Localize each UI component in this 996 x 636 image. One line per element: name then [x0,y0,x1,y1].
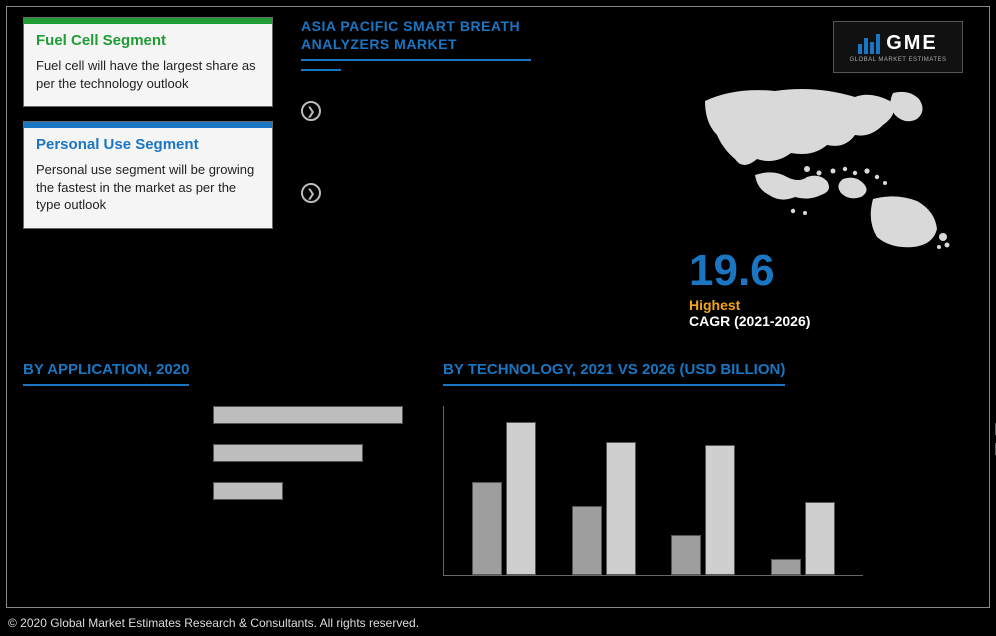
tech-chart-plot [443,406,863,576]
personal-use-card: Personal Use Segment Personal use segmen… [23,121,273,229]
app-chart-bar [213,482,283,500]
technology-chart: BY TECHNOLOGY, 2021 VS 2026 (USD BILLION… [443,361,973,582]
tech-chart-bar [472,482,502,575]
app-chart-row [23,406,423,424]
copyright-text: © 2020 Global Market Estimates Research … [8,616,419,630]
tech-chart-group [464,422,544,575]
asia-pacific-map-icon [695,83,955,253]
tech-chart-title: BY TECHNOLOGY, 2021 VS 2026 (USD BILLION… [443,361,785,386]
app-chart-row [23,482,423,500]
tech-chart-bar [805,502,835,575]
bullet-row: ❯ [301,181,673,203]
application-chart: BY APPLICATION, 2020 [23,361,423,582]
app-chart-title: BY APPLICATION, 2020 [23,361,189,386]
tech-chart-bar [506,422,536,575]
bottom-section: BY APPLICATION, 2020 BY TECHNOLOGY, 2021… [23,361,973,582]
logo-bars-icon [858,32,880,54]
main-frame: Fuel Cell Segment Fuel cell will have th… [6,6,990,608]
tech-chart-group [763,502,843,575]
gme-logo: GME GLOBAL MARKET ESTIMATES [833,21,963,73]
bullet-row: ❯ [301,99,673,121]
chevron-right-icon: ❯ [301,183,321,203]
tech-chart-bar [771,559,801,575]
card-body: Personal use segment will be growing the… [36,161,260,214]
card-body: Fuel cell will have the largest share as… [36,57,260,92]
card-stripe [24,122,272,128]
cagr-value: 19.6 [689,249,810,293]
middle-column: ASIA PACIFIC SMART BREATH ANALYZERS MARK… [273,17,673,263]
title-underline [301,69,341,71]
cagr-period-label: CAGR (2021-2026) [689,313,810,329]
top-section: Fuel Cell Segment Fuel cell will have th… [7,7,989,263]
card-title: Fuel Cell Segment [36,32,260,49]
logo-letters: GME [886,32,938,55]
app-chart-row [23,444,423,462]
chevron-right-icon: ❯ [301,101,321,121]
tech-chart-bar [671,535,701,575]
tech-chart-group [663,445,743,575]
fuel-cell-card: Fuel Cell Segment Fuel cell will have th… [23,17,273,107]
tech-chart-bar [572,506,602,575]
right-column: GME GLOBAL MARKET ESTIMATES [673,17,973,263]
cagr-block: 19.6 Highest CAGR (2021-2026) [689,249,810,329]
tech-chart-group [564,442,644,575]
logo-subtitle: GLOBAL MARKET ESTIMATES [849,57,946,63]
card-stripe [24,18,272,24]
tech-chart-bar [705,445,735,575]
segment-cards: Fuel Cell Segment Fuel cell will have th… [23,17,273,263]
cagr-highest-label: Highest [689,297,810,313]
tech-chart-bar [606,442,636,575]
app-chart-bar [213,406,403,424]
app-chart-bar [213,444,363,462]
card-title: Personal Use Segment [36,136,260,153]
market-title: ASIA PACIFIC SMART BREATH ANALYZERS MARK… [301,17,531,61]
